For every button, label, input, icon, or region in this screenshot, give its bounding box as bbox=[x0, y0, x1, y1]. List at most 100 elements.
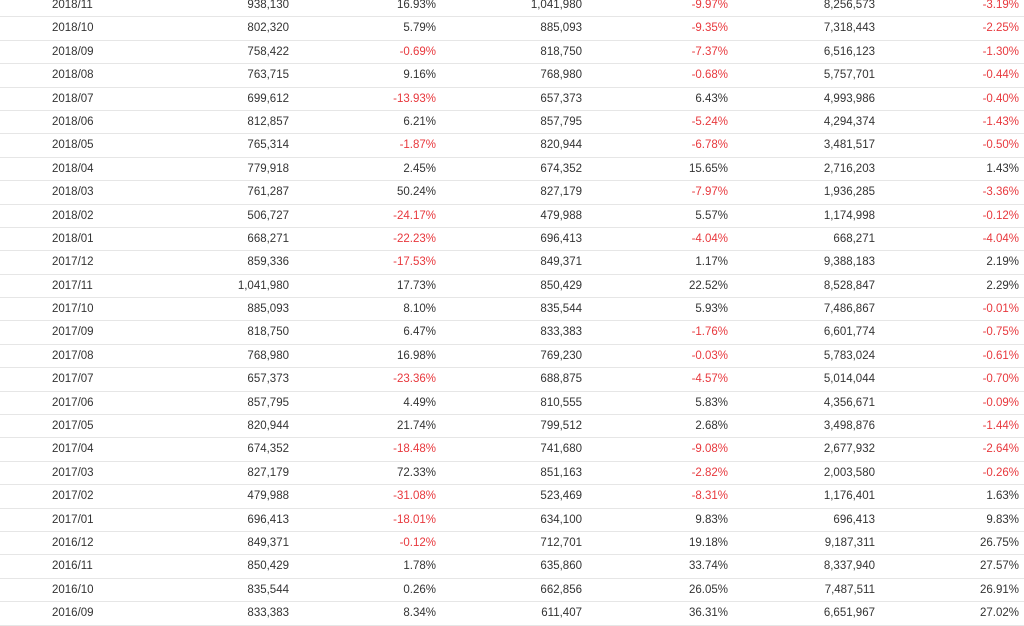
month-cell: 2017/12 bbox=[52, 256, 94, 269]
value-cell: 769,230 bbox=[540, 349, 582, 362]
change-percent-cell: 6.21% bbox=[403, 115, 436, 128]
cumulative-value-cell: 3,481,517 bbox=[823, 139, 875, 152]
change-percent-cell: 2.68% bbox=[695, 420, 728, 433]
value-cell: 674,352 bbox=[247, 443, 289, 456]
month-cell: 2018/10 bbox=[52, 22, 94, 35]
value-cell: 818,750 bbox=[247, 326, 289, 339]
month-cell: 2018/01 bbox=[52, 232, 94, 245]
cumulative-value-cell: 8,528,847 bbox=[823, 279, 875, 292]
value-cell: 657,373 bbox=[247, 373, 289, 386]
change-percent-cell: -2.25% bbox=[982, 22, 1019, 35]
table-row: 2018/09 758,422 -0.69% 818,750 -7.37% 6,516,1… bbox=[0, 41, 1024, 65]
change-percent-cell: 27.57% bbox=[979, 560, 1019, 573]
change-percent-cell: 4.49% bbox=[403, 396, 436, 409]
month-cell: 2018/07 bbox=[52, 92, 94, 105]
month-cell: 2016/12 bbox=[52, 536, 94, 549]
month-cell: 2017/03 bbox=[52, 466, 94, 479]
value-cell: 696,413 bbox=[247, 513, 289, 526]
cumulative-value-cell: 5,783,024 bbox=[823, 349, 875, 362]
cumulative-value-cell: 668,271 bbox=[833, 232, 875, 245]
change-percent-cell: 2.29% bbox=[986, 279, 1019, 292]
table-row: 2017/07 657,373 -23.36% 688,875 -4.57% 5,014,… bbox=[0, 368, 1024, 392]
table-row: 2018/10 802,320 5.79% 885,093 -9.35% 7,318,44… bbox=[0, 17, 1024, 41]
change-percent-cell: 9.16% bbox=[403, 69, 436, 82]
value-cell: 634,100 bbox=[540, 513, 582, 526]
cumulative-value-cell: 7,487,511 bbox=[824, 583, 875, 596]
table-row: 2017/10 885,093 8.10% 835,544 5.93% 7,486,867… bbox=[0, 298, 1024, 322]
change-percent-cell: 9.83% bbox=[986, 513, 1019, 526]
value-cell: 479,988 bbox=[247, 490, 289, 503]
change-percent-cell: -0.01% bbox=[982, 303, 1019, 316]
change-percent-cell: -3.36% bbox=[982, 186, 1019, 199]
change-percent-cell: 5.83% bbox=[695, 396, 728, 409]
change-percent-cell: 1.17% bbox=[695, 256, 728, 269]
change-percent-cell: 50.24% bbox=[396, 186, 436, 199]
change-percent-cell: -0.03% bbox=[691, 349, 728, 362]
table-row: 2018/02 506,727 -24.17% 479,988 5.57% 1,174,9… bbox=[0, 205, 1024, 228]
month-cell: 2018/04 bbox=[52, 162, 94, 175]
cumulative-value-cell: 6,651,967 bbox=[823, 607, 875, 620]
value-cell: 758,422 bbox=[247, 45, 289, 58]
value-cell: 523,469 bbox=[540, 490, 582, 503]
change-percent-cell: 21.74% bbox=[396, 420, 436, 433]
cumulative-value-cell: 2,003,580 bbox=[823, 466, 875, 479]
change-percent-cell: 26.91% bbox=[979, 583, 1019, 596]
month-cell: 2017/01 bbox=[52, 513, 94, 526]
change-percent-cell: -2.64% bbox=[982, 443, 1019, 456]
table-row: 2018/05 765,314 -1.87% 820,944 -6.78% 3,481,5… bbox=[0, 134, 1024, 158]
value-cell: 833,383 bbox=[540, 326, 582, 339]
change-percent-cell: 1.63% bbox=[986, 490, 1019, 503]
value-cell: 779,918 bbox=[247, 162, 289, 175]
change-percent-cell: -9.08% bbox=[691, 443, 728, 456]
change-percent-cell: 8.10% bbox=[403, 303, 436, 316]
change-percent-cell: 5.57% bbox=[695, 209, 728, 222]
value-cell: 768,980 bbox=[540, 69, 582, 82]
table-row: 2017/09 818,750 6.47% 833,383 -1.76% 6,601,77… bbox=[0, 321, 1024, 345]
change-percent-cell: -8.31% bbox=[691, 490, 728, 503]
table-row: 2017/04 674,352 -18.48% 741,680 -9.08% 2,677,… bbox=[0, 438, 1024, 462]
change-percent-cell: -13.93% bbox=[393, 92, 436, 105]
change-percent-cell: -0.50% bbox=[982, 139, 1019, 152]
change-percent-cell: -4.57% bbox=[691, 373, 728, 386]
table-row: 2018/01 668,271 -22.23% 696,413 -4.04% 668,27… bbox=[0, 228, 1024, 252]
change-percent-cell: 26.05% bbox=[688, 583, 728, 596]
cumulative-value-cell: 8,256,573 bbox=[823, 0, 875, 11]
cumulative-value-cell: 5,014,044 bbox=[823, 373, 875, 386]
value-cell: 849,371 bbox=[247, 536, 289, 549]
change-percent-cell: 26.75% bbox=[979, 536, 1019, 549]
change-percent-cell: -22.23% bbox=[393, 232, 436, 245]
change-percent-cell: -5.24% bbox=[691, 115, 728, 128]
change-percent-cell: -18.01% bbox=[393, 513, 436, 526]
change-percent-cell: 1.78% bbox=[403, 560, 436, 573]
change-percent-cell: 6.43% bbox=[695, 92, 728, 105]
value-cell: 696,413 bbox=[540, 232, 582, 245]
change-percent-cell: 16.93% bbox=[396, 0, 436, 11]
value-cell: 712,701 bbox=[540, 536, 582, 549]
change-percent-cell: 15.65% bbox=[688, 162, 728, 175]
cumulative-value-cell: 8,337,940 bbox=[823, 560, 875, 573]
change-percent-cell: -7.97% bbox=[691, 186, 728, 199]
change-percent-cell: -31.08% bbox=[393, 490, 436, 503]
change-percent-cell: -0.44% bbox=[982, 69, 1019, 82]
table-row: 2017/02 479,988 -31.08% 523,469 -8.31% 1,176,… bbox=[0, 485, 1024, 509]
value-cell: 885,093 bbox=[540, 22, 582, 35]
change-percent-cell: 19.18% bbox=[688, 536, 728, 549]
value-cell: 820,944 bbox=[247, 420, 289, 433]
value-cell: 763,715 bbox=[247, 69, 289, 82]
value-cell: 768,980 bbox=[247, 349, 289, 362]
change-percent-cell: -7.37% bbox=[691, 45, 728, 58]
change-percent-cell: 17.73% bbox=[396, 279, 436, 292]
value-cell: 741,680 bbox=[540, 443, 582, 456]
month-cell: 2017/07 bbox=[52, 373, 94, 386]
change-percent-cell: -1.44% bbox=[982, 420, 1019, 433]
cumulative-value-cell: 5,757,701 bbox=[823, 69, 875, 82]
change-percent-cell: -1.43% bbox=[982, 115, 1019, 128]
cumulative-value-cell: 1,174,998 bbox=[823, 209, 875, 222]
cumulative-value-cell: 9,187,311 bbox=[824, 536, 875, 549]
value-cell: 810,555 bbox=[540, 396, 582, 409]
value-cell: 765,314 bbox=[247, 139, 289, 152]
table-row: 2017/11 1,041,980 17.73% 850,429 22.52% 8,528… bbox=[0, 275, 1024, 299]
change-percent-cell: -0.26% bbox=[982, 466, 1019, 479]
value-cell: 857,795 bbox=[540, 115, 582, 128]
